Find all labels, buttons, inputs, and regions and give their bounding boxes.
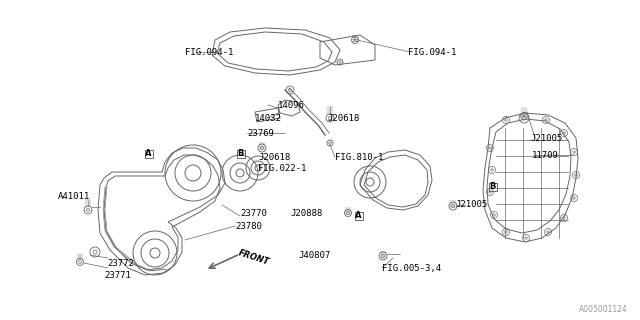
Text: 11709: 11709 [532,150,559,159]
Text: 23770: 23770 [240,209,267,218]
Text: 14096: 14096 [278,100,305,109]
Text: J21005: J21005 [455,199,487,209]
Text: 23771: 23771 [104,270,131,279]
Text: FIG.810-1: FIG.810-1 [335,153,383,162]
Text: FRONT: FRONT [237,249,270,267]
Text: J21005: J21005 [530,133,563,142]
Text: J40807: J40807 [298,251,330,260]
Text: 14032: 14032 [255,114,282,123]
Text: J20618: J20618 [258,153,291,162]
Text: 23780: 23780 [235,221,262,230]
Text: A005001124: A005001124 [579,305,628,314]
Text: FIG.022-1: FIG.022-1 [258,164,307,172]
Text: J20618: J20618 [327,114,359,123]
Text: B: B [489,181,495,190]
Text: 23769: 23769 [247,129,274,138]
Text: A41011: A41011 [58,191,90,201]
Text: 23772: 23772 [107,259,134,268]
Text: J20888: J20888 [290,209,323,218]
Text: FIG.094-1: FIG.094-1 [408,47,456,57]
Text: FIG.094-1: FIG.094-1 [185,47,234,57]
Text: FIG.005-3,4: FIG.005-3,4 [382,263,441,273]
Text: A: A [355,211,361,220]
Text: A: A [145,148,151,157]
Text: B: B [237,148,243,157]
